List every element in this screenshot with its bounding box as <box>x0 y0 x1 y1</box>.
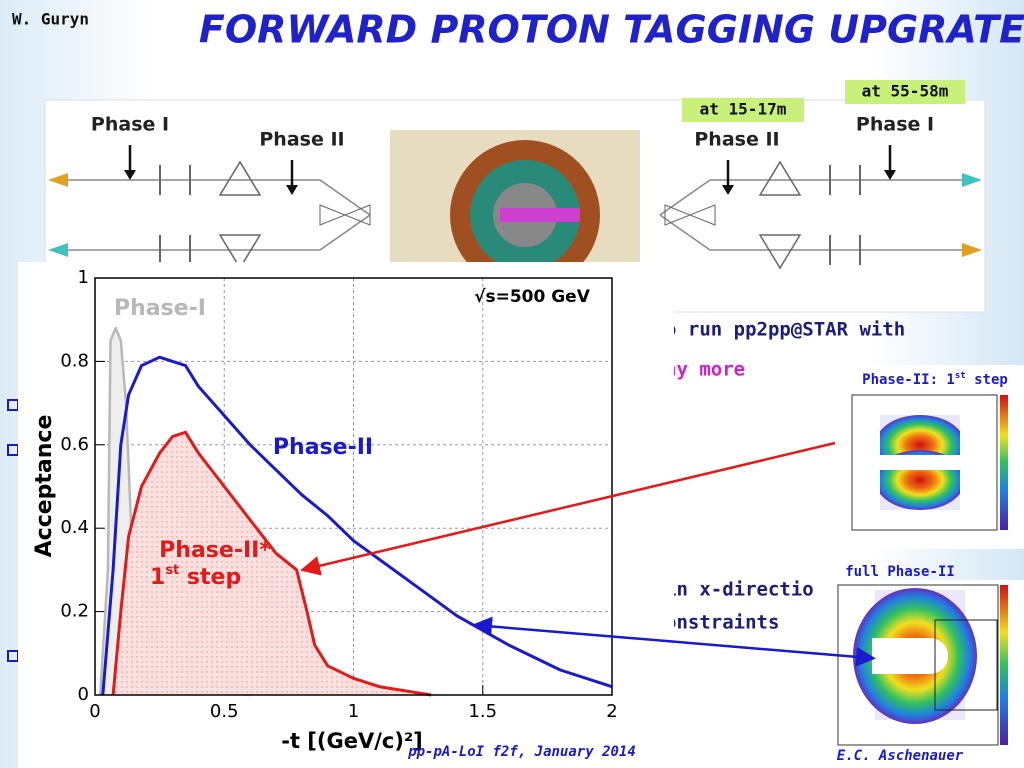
inset-plot <box>832 365 1024 549</box>
footer-right: E.C. Aschenauer <box>837 748 964 764</box>
y-tick-label: 0.8 <box>60 350 89 371</box>
annotation-part: st <box>165 563 179 578</box>
slide-title: FORWARD PROTON TAGGING UPGRATE <box>199 8 1024 52</box>
inset-title: full Phase-II <box>845 564 955 580</box>
annotation: 1st step <box>150 563 241 591</box>
diagram-label: Phase II <box>694 129 779 151</box>
annotation: Phase-II* <box>159 538 271 563</box>
y-tick-label: 0.2 <box>60 601 89 622</box>
arrow <box>300 441 836 576</box>
diagram-label: Phase I <box>856 114 934 136</box>
x-tick-label: 1.5 <box>468 701 497 722</box>
y-axis-label: Acceptance <box>32 415 57 558</box>
inset-title: Phase-II: 1st step <box>862 371 1008 389</box>
annotation: Phase-I <box>114 296 206 321</box>
inset-plot <box>815 580 1024 768</box>
y-tick-label: 0.4 <box>60 517 89 538</box>
x-tick-label: 0.5 <box>210 701 239 722</box>
y-tick-label: 0.6 <box>60 434 89 455</box>
x-axis-label: -t [(GeV/c)²] <box>281 729 423 753</box>
annotation-part: step <box>179 565 241 590</box>
author: W. Guryn <box>12 10 89 29</box>
location-label: at 55-58m <box>862 82 949 101</box>
body-text: o run pp2pp@STAR with <box>665 319 905 341</box>
footer-left: pp-pA-LoI f2f, January 2014 <box>407 744 636 760</box>
diagram-label: Phase II <box>259 129 344 151</box>
arrow <box>472 616 876 667</box>
x-tick-label: 1 <box>348 701 359 722</box>
beamline-diagram <box>44 80 986 313</box>
series-line <box>101 355 613 696</box>
annotation: √s=500 GeV <box>474 287 591 307</box>
y-tick-label: 1 <box>78 267 89 288</box>
series-line <box>111 430 432 697</box>
y-tick-label: 0 <box>78 684 89 705</box>
plot-frame <box>94 277 613 696</box>
x-tick-label: 2 <box>606 701 617 722</box>
chart: 0 0.5 1 1.5 2 0 0.2 0.4 0.6 0.8 1 Acceptance -t [(Ge… <box>32 267 618 753</box>
annotation-part: 1 <box>150 565 165 590</box>
diagram-label: Phase I <box>91 114 169 136</box>
area-pattern <box>113 432 432 695</box>
body-text: ny more <box>665 359 745 381</box>
location-label: at 15-17m <box>700 100 787 119</box>
x-tick-label: 0 <box>89 701 100 722</box>
body-text: in x-direction <box>665 579 825 601</box>
body-text: onstraints <box>665 612 779 634</box>
annotation: Phase-II <box>273 435 373 460</box>
